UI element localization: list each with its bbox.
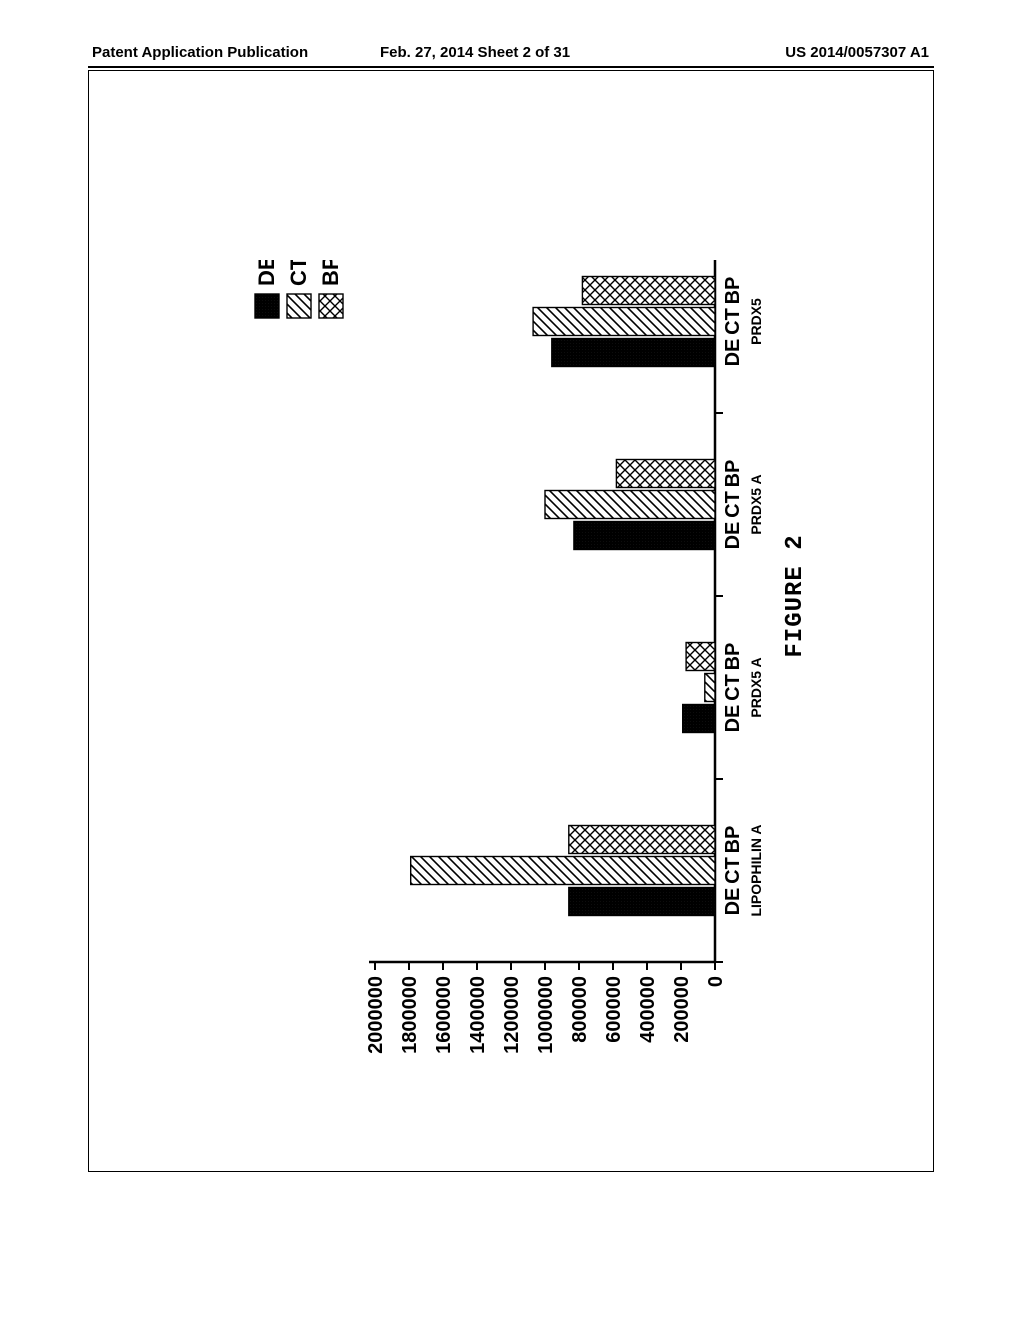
chart-container: 0 200000 400000 600000 800000 1000000 1200000 1…	[195, 260, 835, 1070]
svg-text:1600000: 1600000	[433, 976, 455, 1054]
svg-text:PRDX5: PRDX5	[748, 298, 764, 345]
svg-text:BP: BP	[722, 643, 744, 671]
svg-text:200000: 200000	[671, 976, 693, 1043]
svg-text:BP: BP	[722, 460, 744, 488]
svg-text:PRDX5 A: PRDX5 A	[748, 657, 764, 717]
svg-text:DE: DE	[722, 888, 744, 916]
svg-text:DE: DE	[254, 260, 279, 286]
svg-text:BP: BP	[318, 260, 343, 286]
svg-text:BP: BP	[722, 277, 744, 305]
svg-text:PRDX5 A: PRDX5 A	[748, 474, 764, 534]
svg-text:FIGURE 2: FIGURE 2	[782, 534, 809, 657]
header-center: Feb. 27, 2014 Sheet 2 of 31	[380, 44, 570, 61]
svg-text:1800000: 1800000	[399, 976, 421, 1054]
svg-text:BP: BP	[722, 826, 744, 854]
svg-text:CT: CT	[722, 491, 744, 518]
svg-text:400000: 400000	[637, 976, 659, 1043]
svg-text:600000: 600000	[603, 976, 625, 1043]
svg-text:CT: CT	[722, 674, 744, 701]
svg-text:CT: CT	[722, 308, 744, 335]
bar-chart: 0 200000 400000 600000 800000 1000000 1200000 1…	[195, 260, 835, 1070]
svg-text:1400000: 1400000	[467, 976, 489, 1054]
svg-text:800000: 800000	[569, 976, 591, 1043]
svg-text:1000000: 1000000	[535, 976, 557, 1054]
header-rule	[88, 66, 934, 68]
header-right: US 2014/0057307 A1	[785, 44, 929, 61]
header-left: Patent Application Publication	[92, 44, 308, 61]
svg-text:DE: DE	[722, 339, 744, 367]
svg-text:1200000: 1200000	[501, 976, 523, 1054]
svg-text:LIPOPHILIN A: LIPOPHILIN A	[748, 824, 764, 916]
svg-text:CT: CT	[286, 260, 311, 286]
svg-text:DE: DE	[722, 522, 744, 550]
svg-text:CT: CT	[722, 857, 744, 884]
svg-text:2000000: 2000000	[365, 976, 387, 1054]
svg-text:DE: DE	[722, 705, 744, 733]
svg-text:0: 0	[705, 976, 727, 987]
